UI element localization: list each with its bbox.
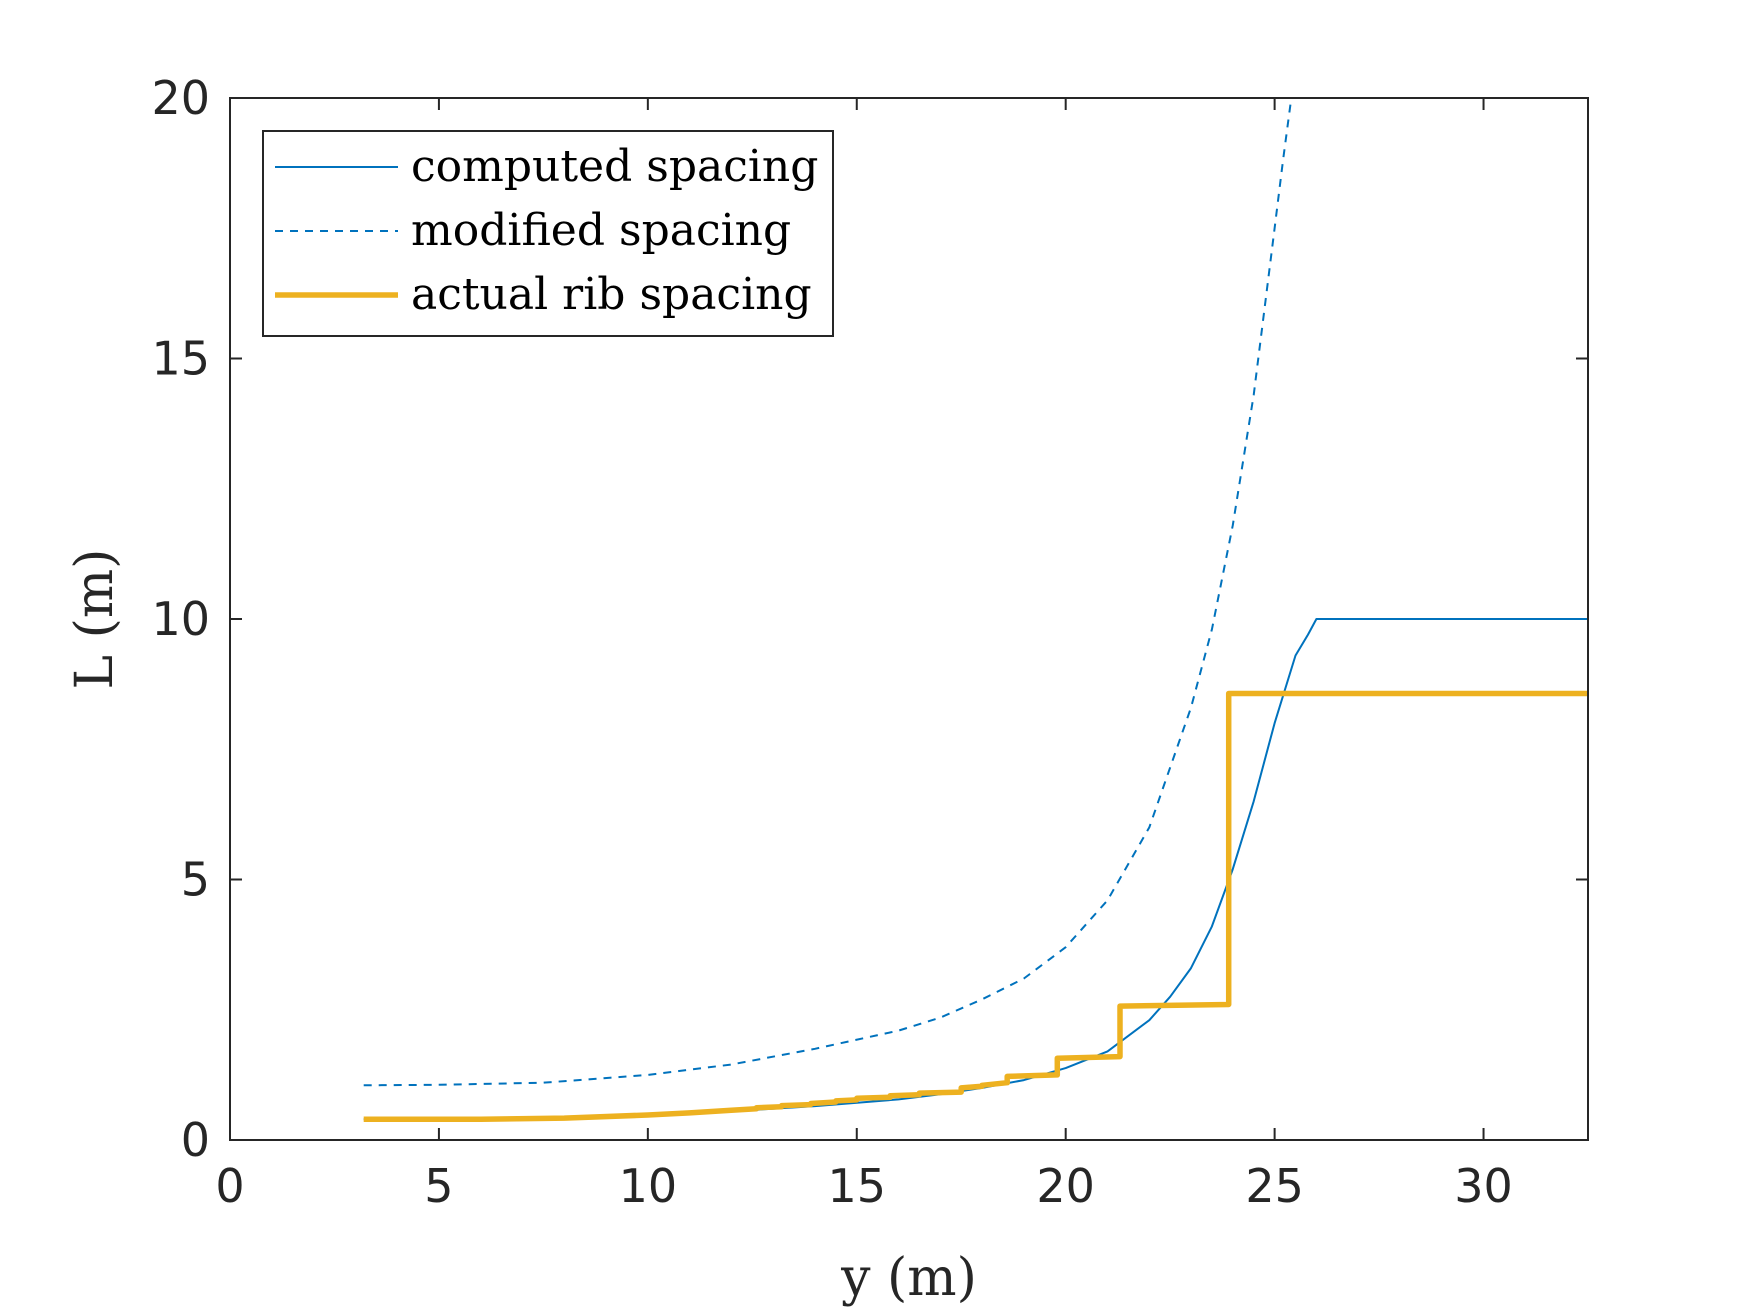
y-tick-label: 15 <box>151 332 210 386</box>
y-tick-label: 10 <box>151 592 210 646</box>
x-tick-label: 10 <box>619 1159 678 1213</box>
series-layer <box>363 98 1588 1122</box>
x-tick-label: 30 <box>1454 1159 1513 1213</box>
y-tick-label: 5 <box>181 853 210 907</box>
legend-label: modified spacing <box>411 205 791 256</box>
legend-label: computed spacing <box>411 141 818 192</box>
y-axis-label: L (m) <box>65 549 125 690</box>
x-tick-label: 25 <box>1245 1159 1304 1213</box>
legend-label: actual rib spacing <box>411 269 812 320</box>
axes-box <box>229 97 1589 1141</box>
y-tick-label: 20 <box>151 71 210 125</box>
x-tick-label: 15 <box>827 1159 886 1213</box>
x-tick-label: 5 <box>424 1159 453 1213</box>
x-tick-label: 20 <box>1036 1159 1095 1213</box>
x-axis-label: y (m) <box>840 1248 977 1308</box>
axes-frame <box>229 97 1589 1141</box>
axis-ticks: 0 5 10 15 20 25 30 0 5 10 15 20 <box>151 71 1588 1213</box>
x-tick-label: 0 <box>215 1159 244 1213</box>
series-line-actual-rib-spacing <box>363 690 1588 1122</box>
legend: computed spacing modified spacing actual r… <box>262 130 834 337</box>
y-tick-label: 0 <box>181 1113 210 1167</box>
legend-box <box>262 130 834 337</box>
